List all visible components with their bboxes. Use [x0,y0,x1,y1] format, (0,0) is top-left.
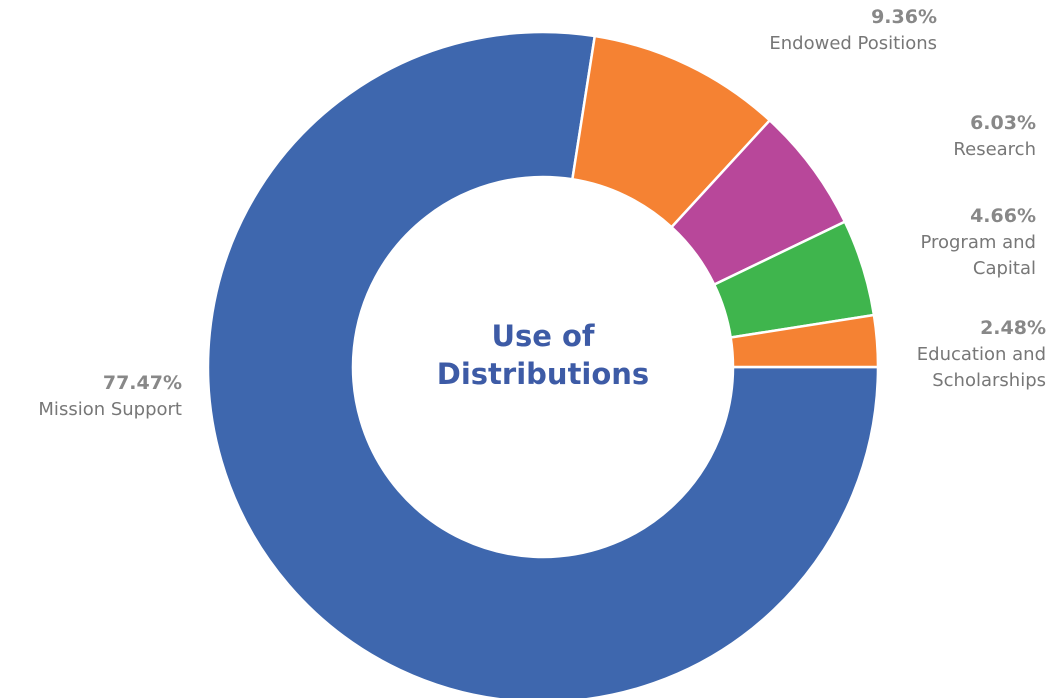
slices-layer [206,30,880,698]
center-title-line-2: Distributions [437,357,649,391]
center-title: Use of Distributions [437,319,649,391]
center-title-line-1: Use of [491,319,594,353]
slice-education-and-scholarships [729,313,880,369]
category-label-education-and-scholarships-line-1: Education and [917,344,1046,365]
category-label-research: Research [953,139,1036,160]
percent-label-endowed-positions: 9.36% [871,6,937,28]
percent-label-education-and-scholarships: 2.48% [980,317,1046,339]
percent-label-program-and-capital: 4.66% [970,205,1036,227]
category-label-education-and-scholarships-line-2: Scholarships [932,370,1046,391]
category-label-program-and-capital-line-1: Program and [920,232,1036,253]
percent-label-mission-support: 77.47% [103,372,182,394]
category-label-program-and-capital-line-2: Capital [973,258,1036,279]
category-label-mission-support: Mission Support [38,399,182,420]
labels-layer: 77.47% Mission Support 9.36% Endowed Positi… [38,6,1046,420]
slice-mission-support [206,30,880,698]
percent-label-research: 6.03% [970,112,1036,134]
category-label-endowed-positions: Endowed Positions [769,33,937,54]
